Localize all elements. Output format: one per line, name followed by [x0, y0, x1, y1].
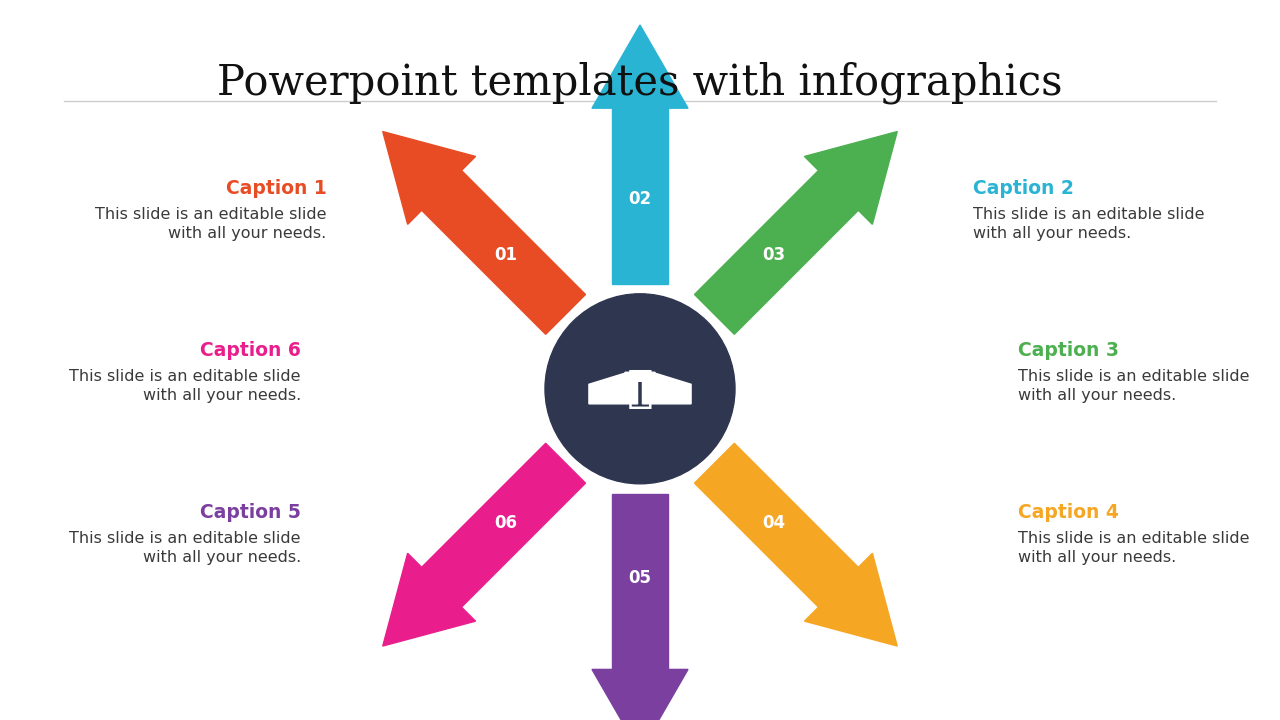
Text: Caption 5: Caption 5 — [200, 503, 301, 522]
Ellipse shape — [545, 294, 735, 484]
Polygon shape — [612, 108, 668, 284]
Polygon shape — [695, 444, 859, 607]
Text: This slide is an editable slide
with all your needs.: This slide is an editable slide with all… — [973, 207, 1204, 241]
Text: This slide is an editable slide
with all your needs.: This slide is an editable slide with all… — [1018, 531, 1249, 565]
Text: ⊞: ⊞ — [620, 361, 660, 409]
Text: Caption 4: Caption 4 — [1018, 503, 1119, 522]
Text: This slide is an editable slide
with all your needs.: This slide is an editable slide with all… — [69, 531, 301, 565]
Polygon shape — [804, 553, 897, 646]
Polygon shape — [695, 171, 859, 334]
Text: 05: 05 — [628, 570, 652, 588]
Polygon shape — [612, 494, 668, 670]
Text: This slide is an editable slide
with all your needs.: This slide is an editable slide with all… — [1018, 369, 1249, 403]
Text: This slide is an editable slide
with all your needs.: This slide is an editable slide with all… — [95, 207, 326, 241]
Polygon shape — [804, 132, 897, 225]
Text: 02: 02 — [628, 190, 652, 208]
Polygon shape — [591, 25, 689, 108]
Text: 03: 03 — [763, 246, 786, 264]
Text: 🤝: 🤝 — [627, 367, 653, 410]
Polygon shape — [616, 372, 664, 382]
Text: This slide is an editable slide
with all your needs.: This slide is an editable slide with all… — [69, 369, 301, 403]
Text: Caption 1: Caption 1 — [225, 179, 326, 198]
Text: Caption 6: Caption 6 — [200, 341, 301, 360]
Polygon shape — [383, 553, 476, 646]
Polygon shape — [643, 374, 691, 404]
Text: Caption 2: Caption 2 — [973, 179, 1074, 198]
Polygon shape — [591, 670, 689, 720]
Text: Powerpoint templates with infographics: Powerpoint templates with infographics — [218, 61, 1062, 104]
Text: 06: 06 — [494, 514, 517, 532]
Polygon shape — [421, 171, 585, 334]
Polygon shape — [421, 444, 585, 607]
Polygon shape — [383, 132, 476, 225]
Text: 01: 01 — [494, 246, 517, 264]
Text: 04: 04 — [763, 514, 786, 532]
Polygon shape — [589, 374, 637, 404]
Text: Caption 3: Caption 3 — [1018, 341, 1119, 360]
